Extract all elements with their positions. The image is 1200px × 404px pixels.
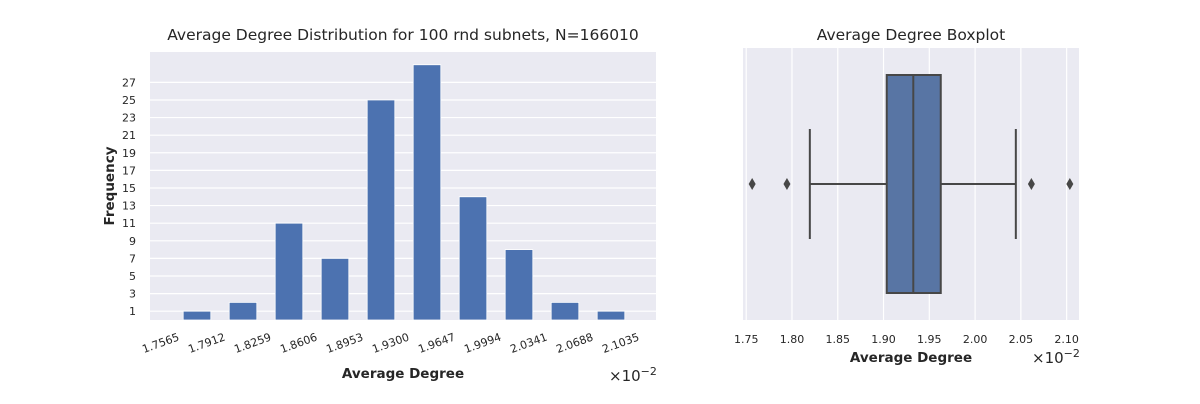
- histogram-x-scale-factor: ×10−2: [609, 365, 657, 385]
- histogram-y-tick-label: 19: [122, 147, 136, 160]
- boxplot-outlier: [1027, 178, 1035, 190]
- histogram-bar: [458, 196, 488, 321]
- histogram-bar: [182, 310, 212, 321]
- boxplot-x-axis-label: Average Degree: [850, 350, 972, 366]
- histogram-x-tick-label: 1.9647: [416, 331, 457, 356]
- histogram-x-tick-label: 1.7912: [186, 331, 227, 356]
- histogram-x-tick-label: 1.9994: [462, 331, 503, 356]
- histogram-bar: [504, 249, 534, 321]
- histogram-x-tick-label: 1.8606: [278, 331, 319, 356]
- boxplot-outlier: [783, 178, 791, 190]
- histogram-title: Average Degree Distribution for 100 rnd …: [167, 26, 639, 44]
- histogram-y-tick-label: 5: [129, 270, 136, 283]
- histogram-bars: [182, 64, 626, 321]
- histogram-x-axis-label: Average Degree: [342, 366, 464, 382]
- boxplot-x-tick-label: 2.05: [1009, 333, 1034, 346]
- histogram-y-tick-label: 15: [122, 182, 136, 195]
- histogram-y-tick-label: 21: [122, 129, 136, 142]
- histogram-x-tick-label: 2.0688: [554, 331, 595, 356]
- boxplot-title: Average Degree Boxplot: [817, 26, 1005, 44]
- histogram-y-tick-label: 3: [129, 288, 136, 301]
- boxplot-x-tick-label: 1.95: [917, 333, 942, 346]
- histogram-x-tick-label: 1.9300: [370, 331, 411, 356]
- histogram-y-tick-label: 1: [129, 305, 136, 318]
- boxplot-outlier: [748, 178, 756, 190]
- boxplot-x-tick-label: 1.85: [826, 333, 851, 346]
- histogram-x-tick-label: 2.1035: [600, 331, 641, 356]
- boxplot-x-tick-label: 1.80: [780, 333, 805, 346]
- histogram-bar: [274, 222, 304, 321]
- histogram-y-axis-label: Frequency: [102, 146, 118, 225]
- histogram-bar: [596, 310, 626, 321]
- histogram-y-tick-label: 9: [129, 235, 136, 248]
- histogram-y-tick-label: 7: [129, 252, 136, 265]
- histogram-plot-area: [150, 52, 656, 320]
- histogram-bar: [412, 64, 442, 321]
- histogram-y-tick-label: 11: [122, 217, 136, 230]
- boxplot-x-tick-label: 1.90: [871, 333, 896, 346]
- boxplot-x-tick-label: 1.75: [734, 333, 759, 346]
- histogram-bar: [320, 257, 350, 321]
- boxplot-body: [748, 74, 1074, 294]
- histogram-gridlines: [150, 81, 656, 312]
- boxplot-x-tick-label: 2.10: [1054, 333, 1079, 346]
- histogram-x-tick-label: 2.0341: [508, 331, 549, 356]
- boxplot-x-tick-label: 2.00: [963, 333, 988, 346]
- boxplot-x-tick-labels: 1.75 1.80 1.85 1.90 1.95 2.00 2.05 2.10: [734, 333, 1079, 346]
- boxplot-chart: 1.75 1.80 1.85 1.90 1.95 2.00 2.05 2.10 Average…: [734, 26, 1080, 367]
- histogram-y-tick-label: 23: [122, 112, 136, 125]
- histogram-x-tick-label: 1.8953: [324, 331, 365, 356]
- histogram-x-tick-label: 1.8259: [232, 331, 273, 356]
- boxplot-outlier: [1066, 178, 1074, 190]
- histogram-y-tick-label: 13: [122, 200, 136, 213]
- histogram-y-tick-label: 25: [122, 94, 136, 107]
- histogram-y-tick-label: 17: [122, 164, 136, 177]
- histogram-bar: [228, 301, 258, 321]
- boxplot-x-scale-factor: ×10−2: [1032, 347, 1080, 367]
- histogram-x-tick-label: 1.7565: [140, 331, 181, 356]
- histogram-bar: [366, 99, 396, 321]
- histogram-y-tick-label: 27: [122, 76, 136, 89]
- histogram-x-tick-labels: 1.7565 1.7912 1.8259 1.8606 1.8953 1.9300 1.96…: [140, 331, 641, 356]
- histogram-bar: [550, 301, 580, 321]
